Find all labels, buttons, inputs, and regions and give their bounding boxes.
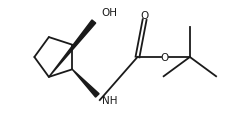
- Text: O: O: [161, 53, 169, 62]
- Text: OH: OH: [102, 8, 118, 18]
- Polygon shape: [49, 21, 96, 77]
- Polygon shape: [72, 70, 99, 97]
- Text: NH: NH: [102, 95, 117, 105]
- Text: O: O: [141, 11, 149, 20]
